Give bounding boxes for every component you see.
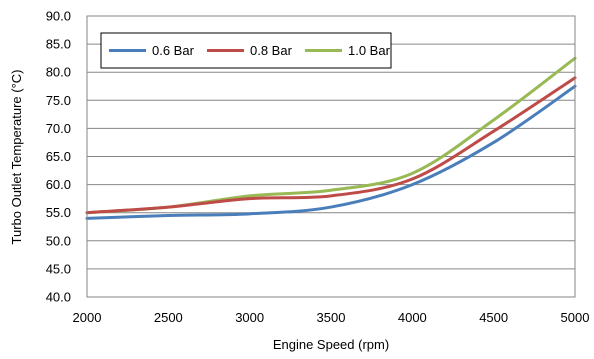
series-lines [85,56,577,220]
legend: 0.6 Bar 0.8 Bar 1.0 Bar [100,32,392,69]
y-tick-label: 90.0 [46,9,71,24]
legend-label: 1.0 Bar [348,43,391,58]
x-tick-label: 3000 [235,310,264,325]
series-line-0-6-bar [85,84,577,220]
legend-label: 0.8 Bar [250,43,293,58]
y-tick-label: 70.0 [46,121,71,136]
x-axis-tick-labels: 2000 2500 3000 3500 4000 4500 5000 [73,310,590,325]
y-tick-label: 50.0 [46,233,71,248]
y-tick-label: 75.0 [46,93,71,108]
y-tick-label: 40.0 [46,290,71,305]
x-tick-label: 4500 [479,310,508,325]
y-tick-label: 85.0 [46,37,71,52]
x-tick-label: 3500 [317,310,346,325]
plot-border [86,15,576,298]
y-tick-label: 45.0 [46,261,71,276]
series-line-0-8-bar [85,76,577,215]
y-tick-label: 60.0 [46,177,71,192]
x-tick-label: 2000 [73,310,102,325]
y-tick-label: 55.0 [46,205,71,220]
x-axis-title: Engine Speed (rpm) [273,337,389,352]
series-line-1-0-bar [85,56,577,215]
y-tick-label: 80.0 [46,65,71,80]
legend-box [100,32,392,69]
y-axis-tick-labels: 40.0 45.0 50.0 55.0 60.0 65.0 70.0 75.0 80.0 85.0… [46,9,71,305]
x-tick-label: 2500 [154,310,183,325]
legend-label: 0.6 Bar [152,43,195,58]
x-tick-label: 4000 [398,310,427,325]
y-tick-label: 65.0 [46,149,71,164]
x-tick-label: 5000 [561,310,590,325]
plot-area-border [86,15,576,298]
y-axis-title: Turbo Outlet Temperature (°C) [9,70,24,245]
